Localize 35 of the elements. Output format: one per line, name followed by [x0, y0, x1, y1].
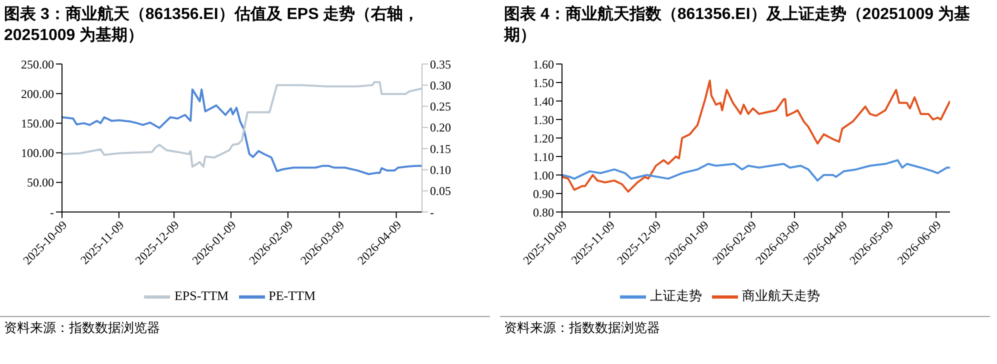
y-tick-label: 50.00	[27, 176, 54, 190]
chart-title: 图表 4：商业航天指数（861356.EI）及上证走势（20251009 为基期）	[503, 4, 971, 46]
y-tick-label: 100.00	[21, 146, 54, 160]
line-series	[562, 80, 950, 193]
y2-tick-label: 0.35	[430, 57, 451, 72]
y-tick-label: 150.00	[21, 116, 54, 130]
text: 资料来源：指数数据浏览器	[500, 316, 990, 337]
y2-tick-label: 0.20	[430, 120, 451, 135]
y2-tick-label: 0.30	[430, 78, 451, 92]
y-tick-label: 1.50	[533, 76, 554, 90]
y-tick-label: 250.00	[21, 57, 54, 72]
y-tick-label: 1.30	[533, 112, 554, 127]
y2-tick-label: -	[430, 205, 434, 220]
y-tick-label: 0.80	[533, 205, 554, 220]
legend-label: PE-TTM	[268, 288, 316, 303]
legend-label: 上证走势	[650, 288, 702, 303]
y-tick-label: 200.00	[21, 86, 54, 101]
line-series	[62, 88, 422, 176]
y2-tick-label: 0.25	[430, 100, 451, 114]
chart-title: 图表 3：商业航天（861356.EI）估值及 EPS 走势（右轴，20251009 为基期）	[3, 4, 420, 46]
legend-label: 商业航天走势	[742, 288, 820, 303]
y-tick-label: 1.60	[533, 57, 554, 72]
y-tick-label: 0.90	[533, 186, 554, 201]
y2-tick-label: 0.10	[430, 162, 451, 177]
y-tick-label: 1.20	[533, 131, 554, 146]
y-tick-label: 1.10	[533, 150, 554, 164]
y-tick-label: -	[50, 205, 54, 220]
y2-tick-label: 0.05	[430, 184, 451, 198]
y-tick-label: 1.00	[533, 168, 554, 182]
text: 资料来源：指数数据浏览器	[0, 316, 490, 337]
y-tick-label: 1.40	[533, 94, 554, 108]
line-series	[562, 159, 950, 182]
legend-label: EPS-TTM	[174, 288, 229, 303]
line-series	[62, 81, 422, 168]
y2-tick-label: 0.15	[430, 142, 451, 156]
